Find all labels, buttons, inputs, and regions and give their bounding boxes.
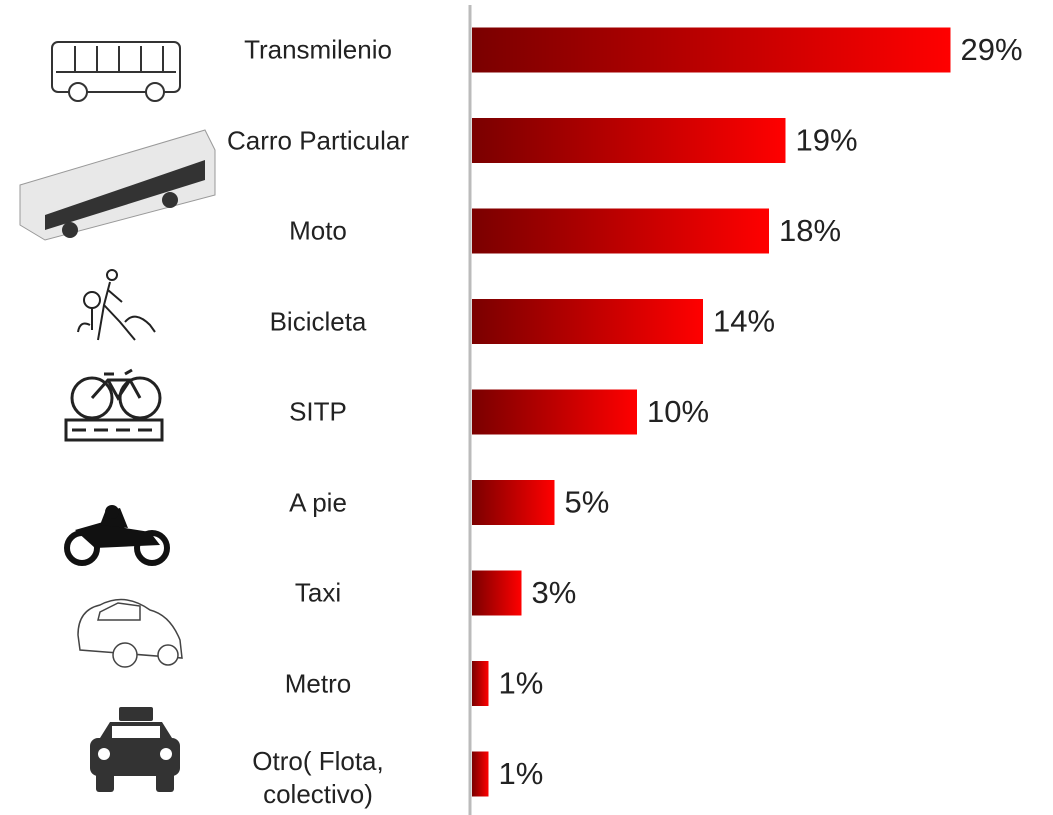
- taxi-icon: [90, 707, 180, 792]
- category-label: Taxi: [208, 577, 428, 610]
- value-label: 3%: [532, 575, 577, 610]
- bus-outline-icon: [52, 42, 180, 101]
- value-label: 5%: [565, 485, 610, 520]
- bar: [472, 661, 489, 706]
- category-label: Bicicleta: [208, 305, 428, 338]
- bar: [472, 28, 951, 73]
- category-label: Transmilenio: [208, 34, 428, 67]
- value-label: 10%: [647, 394, 709, 429]
- bar: [472, 752, 489, 797]
- motorcycle-icon: [67, 505, 167, 563]
- pedestrian-icon: [78, 270, 155, 340]
- value-label: 1%: [499, 756, 544, 791]
- bicycle-icon: [66, 370, 162, 440]
- bar: [472, 390, 637, 435]
- bar: [472, 571, 522, 616]
- car-outline-icon: [78, 600, 182, 667]
- bar: [472, 209, 769, 254]
- value-label: 1%: [499, 666, 544, 701]
- value-label: 18%: [779, 213, 841, 248]
- bus-photo-icon: [20, 130, 215, 240]
- category-label: A pie: [208, 486, 428, 519]
- value-label: 19%: [796, 123, 858, 158]
- bar: [472, 118, 786, 163]
- value-label: 29%: [961, 32, 1023, 67]
- value-label: 14%: [713, 304, 775, 339]
- page: 29% 19% 18% 14% 10% 5% 3% 1% 1% Transmilenio Carr…: [0, 0, 1053, 815]
- category-label: Carro Particular: [208, 124, 428, 157]
- bar: [472, 299, 703, 344]
- category-label: SITP: [208, 396, 428, 429]
- category-label: Metro: [208, 667, 428, 700]
- bar: [472, 480, 555, 525]
- category-label: Moto: [208, 215, 428, 248]
- chart: 29% 19% 18% 14% 10% 5% 3% 1% 1%: [0, 0, 1053, 815]
- category-label: Otro( Flota, colectivo): [233, 745, 403, 811]
